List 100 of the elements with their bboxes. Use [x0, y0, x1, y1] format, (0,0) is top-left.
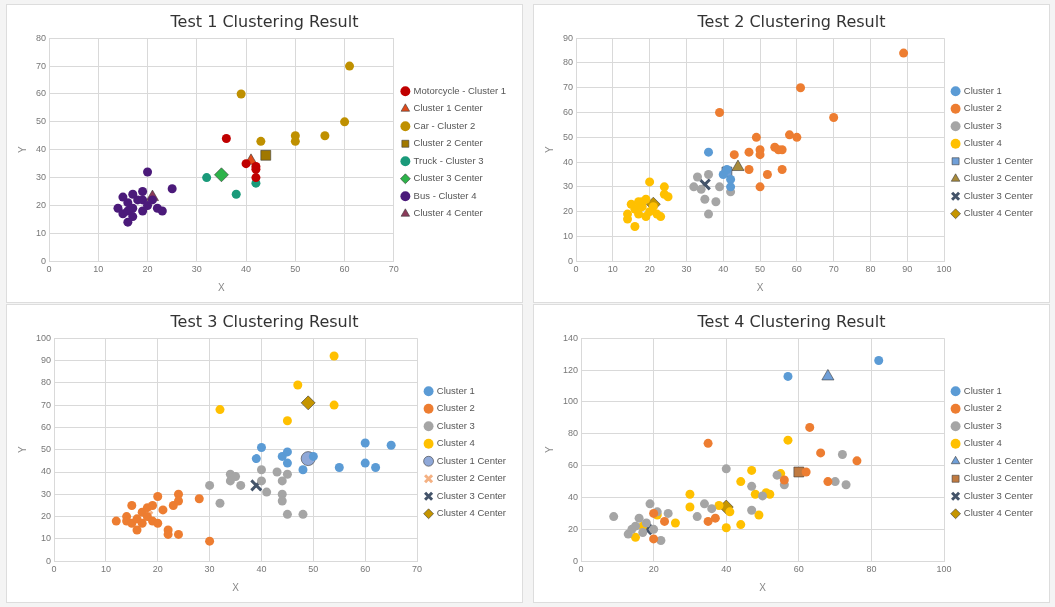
x-tick-label: 80 — [865, 264, 876, 275]
y-tick-label: 30 — [41, 488, 52, 499]
legend-label: Cluster 1 Center — [436, 454, 506, 466]
chart-title: Test 1 Clustering Result — [169, 11, 359, 31]
x-tick-label: 40 — [718, 264, 729, 275]
legend-label: Cluster 2 — [963, 102, 1002, 114]
x-tick-label: 100 — [936, 264, 952, 275]
y-tick-label: 120 — [562, 364, 579, 375]
chart-title: Test 2 Clustering Result — [696, 11, 886, 31]
y-tick-label: 10 — [563, 230, 574, 241]
legend-label: Cluster 4 Center — [436, 507, 506, 519]
legend-label: Cluster 1 Center — [413, 102, 483, 114]
x-tick-label: 70 — [828, 264, 839, 275]
x-axis-title: X — [232, 581, 240, 593]
legend-label: Cluster 3 Center — [963, 489, 1033, 501]
chart-title: Test 4 Clustering Result — [696, 311, 886, 331]
legend-label: Cluster 3 Center — [413, 172, 483, 184]
y-tick-label: 80 — [568, 428, 579, 439]
x-tick-label: 60 — [339, 264, 350, 275]
x-tick-label: 30 — [191, 264, 202, 275]
x-tick-label: 60 — [360, 564, 371, 575]
x-tick-label: 20 — [142, 264, 153, 275]
legend-label: Cluster 2 Center — [963, 472, 1033, 484]
legend-label: Cluster 1 Center — [963, 454, 1033, 466]
y-tick-label: 60 — [36, 88, 47, 99]
y-tick-label: 30 — [563, 181, 574, 192]
y-tick-label: 50 — [563, 131, 574, 142]
legend-label: Cluster 2 Center — [436, 472, 506, 484]
y-tick-label: 70 — [563, 82, 574, 93]
y-tick-label: 50 — [41, 444, 52, 455]
legend-label: Cluster 4 Center — [963, 207, 1033, 219]
y-tick-label: 60 — [568, 460, 579, 471]
legend-label: Cluster 1 — [436, 384, 475, 396]
x-tick-label: 70 — [388, 264, 399, 275]
y-tick-label: 90 — [41, 354, 52, 365]
y-tick-label: 80 — [563, 57, 574, 68]
y-axis-title: Y — [543, 446, 555, 454]
legend-label: Cluster 3 — [963, 119, 1002, 131]
y-tick-label: 0 — [46, 555, 52, 566]
legend-label: Cluster 3 — [963, 419, 1002, 431]
legend-label: Motorcycle - Cluster 1 — [413, 84, 507, 96]
x-tick-label: 90 — [902, 264, 913, 275]
y-tick-label: 140 — [562, 332, 579, 343]
y-tick-label: 20 — [41, 511, 52, 522]
y-tick-label: 80 — [36, 32, 47, 43]
y-tick-label: 50 — [36, 116, 47, 127]
x-tick-label: 70 — [412, 564, 423, 575]
x-axis-title: X — [756, 281, 764, 293]
y-tick-label: 20 — [563, 206, 574, 217]
x-axis-title: X — [759, 581, 767, 593]
x-tick-label: 20 — [644, 264, 655, 275]
legend-label: Cluster 1 — [963, 384, 1002, 396]
y-axis-title: Y — [16, 446, 28, 454]
y-tick-label: 0 — [573, 555, 579, 566]
y-tick-label: 100 — [562, 396, 579, 407]
legend-label: Cluster 1 — [963, 84, 1002, 96]
x-tick-label: 10 — [93, 264, 104, 275]
legend-label: Cluster 2 — [436, 402, 475, 414]
x-tick-label: 40 — [721, 564, 732, 575]
x-tick-label: 80 — [866, 564, 877, 575]
legend-label: Cluster 3 — [436, 419, 475, 431]
legend-label: Cluster 4 Center — [963, 507, 1033, 519]
x-tick-label: 20 — [152, 564, 163, 575]
x-tick-label: 60 — [793, 564, 804, 575]
y-tick-label: 60 — [41, 421, 52, 432]
y-tick-label: 0 — [568, 255, 574, 266]
x-tick-label: 50 — [290, 264, 301, 275]
y-tick-label: 40 — [41, 466, 52, 477]
y-tick-label: 10 — [41, 533, 52, 544]
y-axis-title: Y — [543, 146, 555, 154]
x-tick-label: 40 — [256, 564, 267, 575]
y-tick-label: 20 — [568, 523, 579, 534]
y-axis-title: Y — [16, 146, 28, 154]
legend-label: Truck - Cluster 3 — [413, 154, 484, 166]
x-tick-label: 50 — [308, 564, 319, 575]
y-tick-label: 70 — [41, 399, 52, 410]
legend-label: Car - Cluster 2 — [413, 119, 476, 131]
x-tick-label: 10 — [607, 264, 618, 275]
y-tick-label: 40 — [563, 156, 574, 167]
x-tick-label: 50 — [755, 264, 766, 275]
y-tick-label: 10 — [36, 227, 47, 238]
y-tick-label: 40 — [36, 144, 47, 155]
legend-label: Bus - Cluster 4 — [413, 189, 477, 201]
legend-label: Cluster 2 Center — [963, 172, 1033, 184]
legend-label: Cluster 1 Center — [963, 154, 1033, 166]
x-axis-title: X — [218, 281, 226, 293]
legend-label: Cluster 3 Center — [436, 489, 506, 501]
legend-label: Cluster 2 — [963, 402, 1002, 414]
y-tick-label: 30 — [36, 172, 47, 183]
y-tick-label: 20 — [36, 199, 47, 210]
y-tick-label: 40 — [568, 491, 579, 502]
x-tick-label: 100 — [936, 564, 952, 575]
y-tick-label: 70 — [36, 60, 47, 71]
legend-label: Cluster 4 Center — [413, 207, 483, 219]
y-tick-label: 60 — [563, 107, 574, 118]
x-tick-label: 30 — [204, 564, 215, 575]
x-tick-label: 20 — [648, 564, 659, 575]
x-tick-label: 60 — [791, 264, 802, 275]
legend-label: Cluster 4 — [436, 437, 475, 449]
y-tick-label: 100 — [35, 332, 52, 343]
